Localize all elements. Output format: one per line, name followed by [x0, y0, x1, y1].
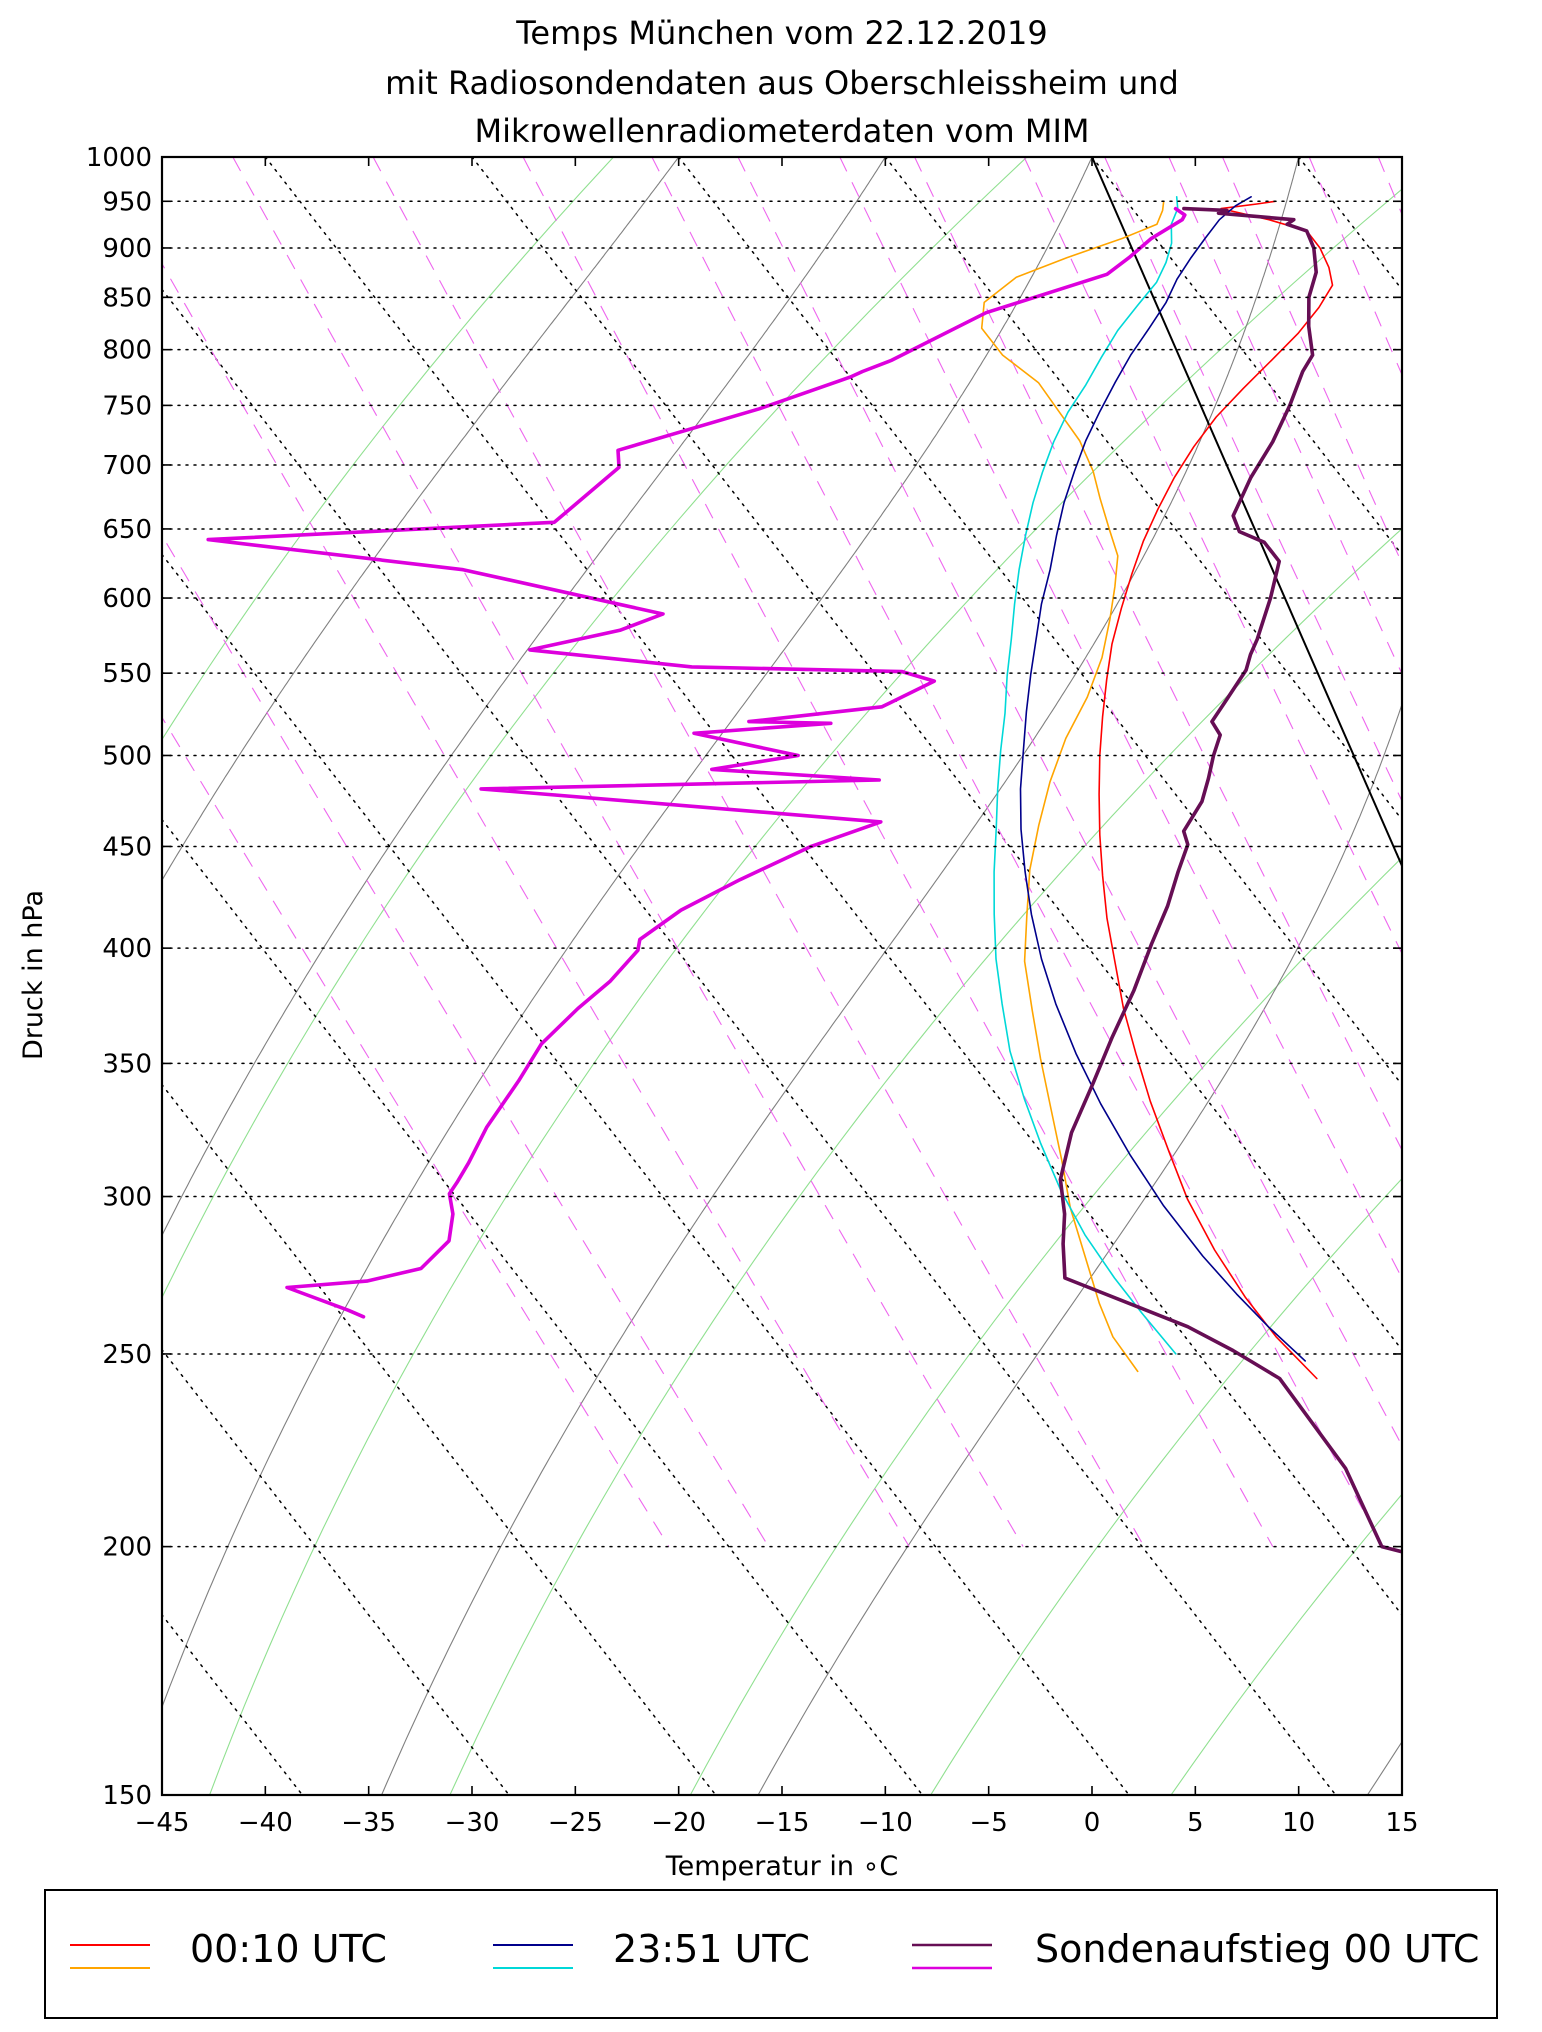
dry-adiabat-line — [208, 188, 1402, 1795]
isotherm-line — [471, 157, 1402, 1352]
y-tick-label: 850 — [102, 283, 152, 313]
series-line-6 — [206, 206, 1187, 1319]
isotherm-line — [162, 553, 1130, 1795]
x-tick-label: 15 — [1385, 1808, 1418, 1838]
moist-adiabat-line — [162, 157, 680, 882]
x-tick-label: −25 — [548, 1808, 603, 1838]
chart-title-line-1: Temps München vom 22.12.2019 — [515, 14, 1047, 52]
y-axis: 150 200 250 300 350 400 450 500 550 600 650 700 750 8… — [86, 143, 1402, 1811]
y-tick-label: 500 — [102, 741, 152, 771]
x-tick-label: −35 — [341, 1808, 396, 1838]
isotherm-line — [677, 157, 1402, 1086]
pressure-gridlines — [161, 200, 1403, 1548]
mixing-ratio-line — [162, 534, 769, 1547]
x-tick-label: −15 — [755, 1808, 810, 1838]
dry-adiabat-line — [449, 527, 1402, 1795]
x-tick-label: −5 — [970, 1808, 1008, 1838]
y-tick-label: 450 — [102, 832, 152, 862]
mixing-ratio-line — [1436, 157, 1542, 1547]
legend-box — [44, 1889, 1498, 2019]
x-tick-label: 0 — [1084, 1808, 1101, 1838]
legend-label-0010: 00:10 UTC — [190, 1927, 387, 1971]
y-tick-label: 350 — [102, 1049, 152, 1079]
y-tick-label: 250 — [102, 1340, 152, 1370]
y-tick-label: 800 — [102, 336, 152, 366]
y-axis-label: Druck in hPa — [18, 890, 49, 1060]
dry-adiabat-line — [1366, 75, 1542, 1855]
isotherm-line — [264, 157, 1402, 1617]
series-lines — [206, 196, 1402, 1554]
mixing-ratio-line — [737, 157, 1402, 1447]
dry-adiabat-line — [930, 1177, 1402, 1795]
x-tick-label: 5 — [1187, 1808, 1204, 1838]
y-tick-label: 200 — [102, 1533, 152, 1563]
x-tick-label: −40 — [238, 1808, 293, 1838]
y-tick-label: 650 — [102, 515, 152, 545]
chart-title-line-3: Mikrowellenradiometerdaten vom MIM — [474, 112, 1089, 150]
mixing-ratio-line — [1221, 157, 1402, 565]
isotherm-line — [162, 288, 1337, 1795]
x-tick-label: −20 — [651, 1808, 706, 1838]
x-tick-label: −10 — [858, 1808, 913, 1838]
y-tick-label: 600 — [102, 584, 152, 614]
y-tick-label: 550 — [102, 659, 152, 689]
mixing-ratio-line — [162, 716, 670, 1547]
isotherm-line — [1297, 157, 1402, 291]
x-axis: −45 −40 −35 −30 −25 −20 −15 −10 −5 0 5 10 15 — [135, 157, 1419, 1838]
x-axis-label-text: Temperatur in — [665, 1851, 863, 1882]
legend: 00:10 UTC 23:51 UTC Sondenaufstieg 00 UT… — [44, 1889, 1498, 2019]
y-tick-label: 900 — [102, 234, 152, 264]
series-line-2 — [980, 200, 1165, 1373]
mixing-ratio-line — [1023, 157, 1402, 955]
series-line-3 — [1019, 196, 1306, 1362]
x-axis-label-unit: ∘C — [863, 1851, 899, 1882]
mixing-ratio-line — [372, 157, 1145, 1547]
x-tick-label: −30 — [445, 1808, 500, 1838]
moist-adiabat-line — [162, 157, 886, 1237]
dry-adiabat-line — [162, 157, 615, 741]
isotherm-line — [162, 1348, 510, 1795]
mixing-ratio-line — [839, 157, 1402, 1280]
mixing-ratio-line — [1168, 157, 1402, 676]
x-axis-label: Temperatur in ∘C — [665, 1851, 899, 1882]
dry-adiabat-line — [1170, 1493, 1402, 1795]
mixing-ratio-line — [1104, 157, 1402, 803]
reference-line — [1091, 157, 1402, 867]
y-tick-label: 300 — [102, 1183, 152, 1213]
legend-label-2351: 23:51 UTC — [613, 1927, 810, 1971]
y-tick-label: 150 — [102, 1781, 152, 1811]
series-line-4 — [993, 196, 1179, 1355]
moist-adiabat-line — [757, 702, 1402, 1795]
y-tick-label: 750 — [102, 391, 152, 421]
y-tick-label: 400 — [102, 934, 152, 964]
moist-adiabat-line — [381, 157, 1300, 1795]
x-tick-label: 10 — [1282, 1808, 1315, 1838]
legend-label-sounding: Sondenaufstieg 00 UTC — [1035, 1927, 1479, 1971]
dry-adiabat-line — [162, 157, 1028, 1299]
mixing-ratio-line — [914, 157, 1402, 1152]
background-lines — [162, 75, 1542, 1855]
mixing-ratio-line — [162, 262, 910, 1547]
dry-adiabat-line — [689, 856, 1402, 1795]
y-tick-label: 950 — [102, 187, 152, 217]
mixing-ratio-line — [522, 157, 1274, 1547]
moist-adiabat-line — [162, 157, 1093, 1709]
chart-title: Temps München vom 22.12.2019 mit Radioso… — [385, 14, 1179, 150]
isotherm-line — [1091, 157, 1402, 556]
mixing-ratio-line — [651, 157, 1384, 1547]
mixing-ratio-line — [232, 157, 1024, 1547]
series-line-1 — [1098, 200, 1334, 1380]
chart-title-line-2: mit Radiosondendaten aus Oberschleisshei… — [385, 64, 1179, 102]
series-line-5 — [1058, 206, 1402, 1554]
isotherm-line — [884, 157, 1402, 821]
y-tick-label: 1000 — [86, 143, 152, 173]
y-tick-label: 700 — [102, 451, 152, 481]
isotherm-line — [1505, 157, 1542, 1795]
x-tick-label: −45 — [135, 1808, 190, 1838]
